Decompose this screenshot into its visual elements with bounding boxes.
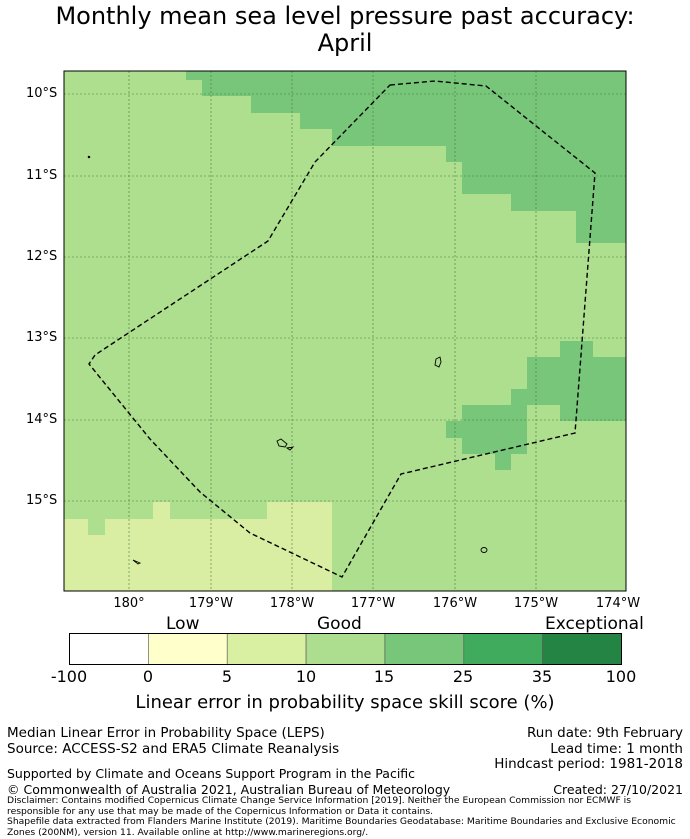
colorbar-cell: [226, 633, 307, 665]
lon-label-177w: 177°W: [350, 596, 396, 611]
colorbar-frame: [69, 633, 622, 665]
support-text: Supported by Climate and Oceans Support …: [7, 766, 416, 781]
colorbar-tick-100: 100: [605, 667, 637, 686]
gridlines: [64, 71, 626, 591]
title-line-2: April: [317, 29, 373, 57]
colorbar-cell: [148, 633, 228, 665]
island-south: [480, 547, 488, 553]
colorbar-tick-10: 10: [295, 667, 317, 686]
lon-label-176w: 176°W: [432, 596, 478, 611]
shapefile-text: Shapefile data extracted from Flanders M…: [7, 816, 676, 838]
island-southwest: [132, 559, 142, 565]
lat-label-14s: 14°S: [26, 412, 58, 427]
colorbar-tick-neg100: -100: [50, 667, 88, 686]
colorbar-tick-15: 15: [373, 667, 395, 686]
lon-label-179w: 179°W: [188, 596, 234, 611]
colorbar-cell: [463, 633, 543, 665]
colorbar-cell: [69, 633, 149, 665]
colorbar-tick-5: 5: [221, 667, 233, 686]
good-plus-region-north: [186, 71, 626, 243]
colorbar-cell: [384, 633, 465, 665]
lat-label-11s: 11°S: [26, 168, 58, 183]
good-plus-region-east: [446, 341, 626, 470]
run-date: Run date: 9th February: [526, 725, 683, 741]
category-good: Good: [317, 614, 362, 634]
low-region-south: [64, 502, 332, 591]
lat-label-12s: 12°S: [26, 249, 58, 264]
island-northwest: [87, 155, 91, 159]
eez-boundary: [88, 80, 596, 578]
category-low: Low: [166, 614, 200, 634]
colorbar-tick-25: 25: [452, 667, 474, 686]
colorbar-label: Linear error in probability space skill …: [135, 692, 555, 713]
lat-label-10s: 10°S: [26, 86, 58, 101]
lon-label-174w: 174°W: [595, 596, 641, 611]
category-exceptional: Exceptional: [545, 614, 644, 634]
source-text: Source: ACCESS-S2 and ERA5 Climate Reana…: [7, 741, 340, 757]
map-field: [64, 71, 626, 591]
created-date: Created: 27/10/2021: [553, 782, 683, 797]
skill-map: [63, 70, 627, 592]
colorbar-tick-0: 0: [142, 667, 154, 686]
metric-text: Median Linear Error in Probability Space…: [7, 725, 325, 741]
title-line-1: Monthly mean sea level pressure past acc…: [55, 2, 635, 30]
map-frame: [63, 70, 627, 592]
copyright-text: © Commonwealth of Australia 2021, Austra…: [7, 782, 451, 797]
lat-label-13s: 13°S: [26, 330, 58, 345]
colorbar-cell: [542, 633, 622, 665]
lead-time: Lead time: 1 month: [550, 741, 683, 757]
island-futuna: [276, 438, 295, 451]
colorbar: [69, 633, 622, 665]
colorbar-tick-35: 35: [531, 667, 553, 686]
hindcast-period: Hindcast period: 1981-2018: [494, 756, 683, 772]
colorbar-cell: [305, 633, 386, 665]
lon-label-175w: 175°W: [513, 596, 559, 611]
disclaimer-text: Disclaimer: Contains modified Copernicus…: [7, 795, 632, 817]
islands: [87, 155, 488, 565]
colorbar-cells: [69, 633, 622, 665]
lon-label-180: 180°: [113, 596, 145, 611]
lat-label-15s: 15°S: [26, 493, 58, 508]
island-wallis: [434, 356, 442, 368]
lon-label-178w: 178°W: [269, 596, 315, 611]
